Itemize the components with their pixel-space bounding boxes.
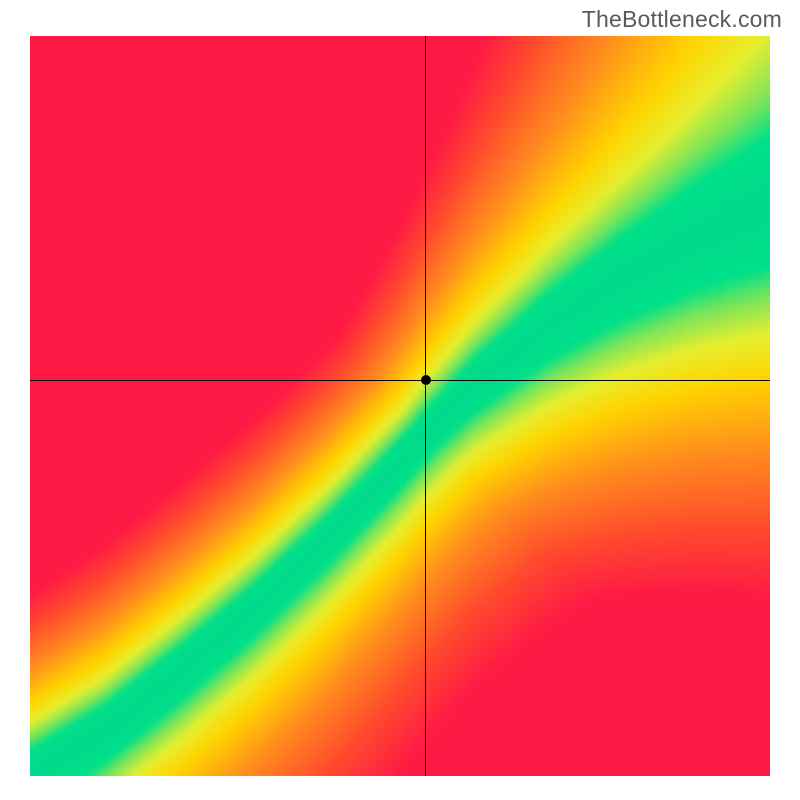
bottleneck-heatmap — [30, 36, 770, 776]
crosshair-marker — [421, 375, 431, 385]
crosshair-vertical — [425, 36, 426, 776]
heatmap-canvas — [30, 36, 770, 776]
watermark-text: TheBottleneck.com — [582, 6, 782, 33]
crosshair-horizontal — [30, 380, 770, 381]
